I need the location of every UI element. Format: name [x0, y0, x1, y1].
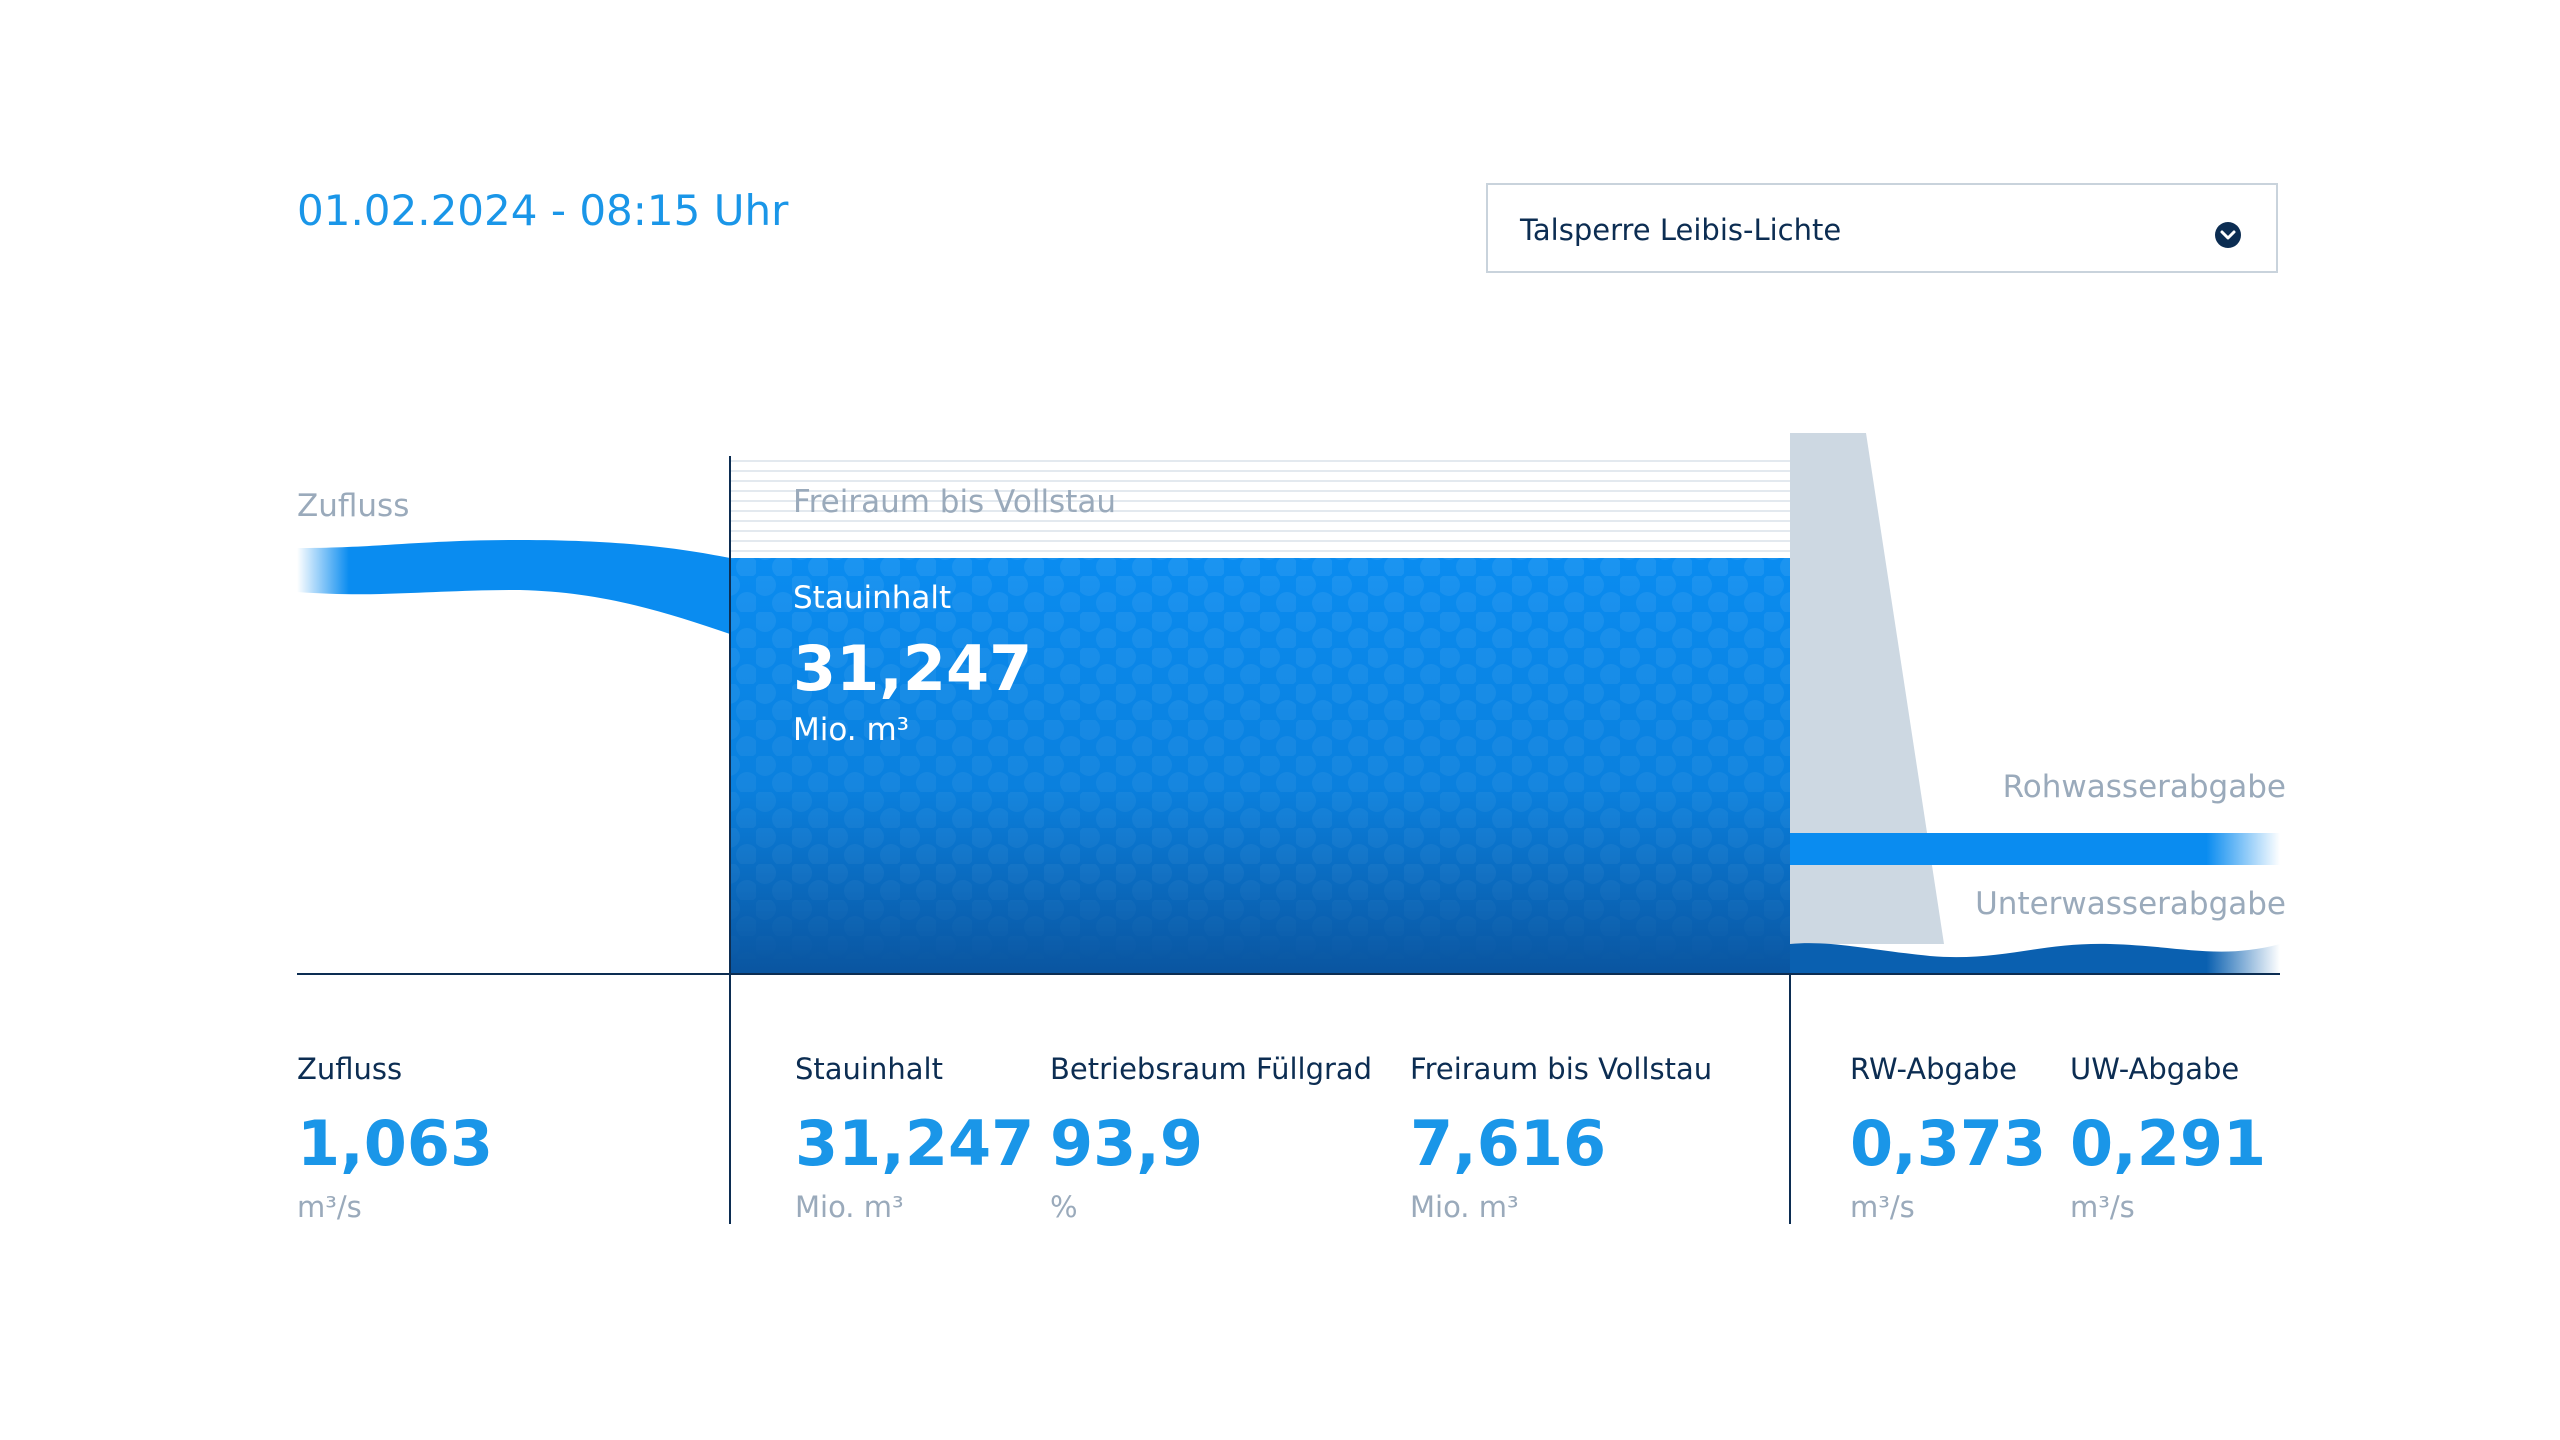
reservoir-value: 31,247: [793, 632, 1033, 705]
stat-unit: m³/s: [2070, 1190, 2135, 1224]
stat-value: 93,9: [1050, 1107, 1203, 1180]
stat-uw-outflow: UW-Abgabe 0,291 m³/s: [2070, 1052, 2266, 1224]
free-space-label: Freiraum bis Vollstau: [793, 484, 1117, 520]
inflow-label: Zufluss: [297, 488, 410, 524]
stat-storage: Stauinhalt 31,247 Mio. m³: [795, 1052, 1034, 1224]
reservoir-unit: Mio. m³: [793, 712, 910, 748]
stat-value: 7,616: [1410, 1107, 1607, 1180]
stats-divider-right: [1789, 974, 1791, 1224]
stat-fill-level: Betriebsraum Füllgrad 93,9 %: [1050, 1052, 1372, 1224]
reservoir-title: Stauinhalt: [793, 580, 952, 616]
stat-value: 0,373: [1850, 1107, 2047, 1180]
dam-wall: [1790, 433, 1944, 944]
inflow-stream: [297, 540, 730, 634]
stat-label: Zufluss: [297, 1052, 403, 1086]
chevron-down-icon[interactable]: [2214, 221, 2242, 249]
stat-label: RW-Abgabe: [1850, 1052, 2017, 1086]
stat-unit: m³/s: [297, 1190, 362, 1224]
stat-rw-outflow: RW-Abgabe 0,373 m³/s: [1850, 1052, 2046, 1224]
stat-value: 0,291: [2070, 1107, 2267, 1180]
raw-water-label: Rohwasserabgabe: [2002, 769, 2286, 805]
stat-value: 31,247: [795, 1107, 1035, 1180]
stat-inflow: Zufluss 1,063 m³/s: [297, 1052, 493, 1224]
dam-select-value: Talsperre Leibis-Lichte: [1520, 213, 1842, 247]
stat-label: Freiraum bis Vollstau: [1410, 1052, 1713, 1086]
timestamp: 01.02.2024 - 08:15 Uhr: [297, 186, 789, 235]
stat-unit: Mio. m³: [795, 1190, 904, 1224]
stat-unit: Mio. m³: [1410, 1190, 1519, 1224]
stat-free-space: Freiraum bis Vollstau 7,616 Mio. m³: [1410, 1052, 1712, 1224]
stat-unit: %: [1050, 1190, 1078, 1224]
free-space-area: [730, 456, 1790, 558]
underwater-outflow: [1790, 943, 2280, 974]
stats-divider-left: [729, 974, 731, 1224]
stat-label: UW-Abgabe: [2070, 1052, 2240, 1086]
underwater-label: Unterwasserabgabe: [1975, 886, 2286, 922]
stat-label: Betriebsraum Füllgrad: [1050, 1052, 1373, 1086]
raw-water-outflow: [1790, 833, 2280, 865]
stat-label: Stauinhalt: [795, 1052, 943, 1086]
stat-value: 1,063: [297, 1107, 494, 1180]
dam-select[interactable]: Talsperre Leibis-Lichte: [1486, 183, 2278, 273]
stat-unit: m³/s: [1850, 1190, 1915, 1224]
